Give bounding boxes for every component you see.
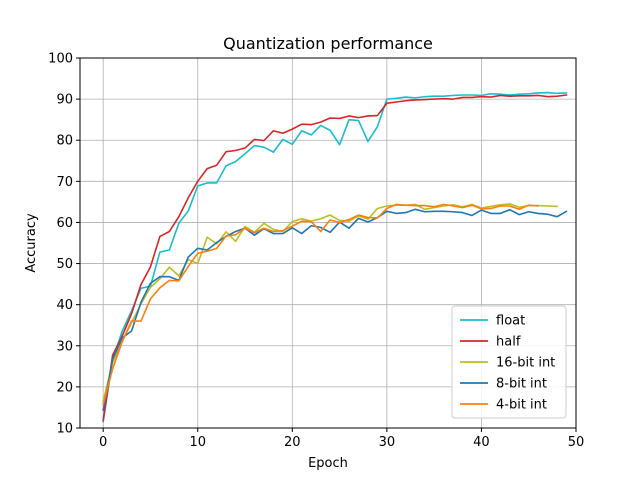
y-tick-label-100: 100 [48, 52, 73, 67]
legend-label-3: 8-bit int [496, 377, 547, 392]
x-tick-label-30: 30 [379, 435, 396, 450]
legend-box [451, 305, 567, 419]
legend: float half 16-bit int 8-bit int 4-bit int [451, 305, 567, 419]
y-tick-label-10: 10 [56, 422, 73, 437]
legend-label-1: half [496, 335, 521, 350]
series-line-4 [102, 203, 539, 406]
x-tick-label-0: 0 [99, 435, 107, 450]
x-tick-label-10: 10 [189, 435, 206, 450]
series-lines [102, 91, 568, 423]
y-tick-label-80: 80 [56, 134, 73, 149]
legend-label-0: float [496, 314, 525, 329]
chart-title: Quantization performance [223, 34, 433, 53]
y-tick-label-90: 90 [56, 93, 73, 108]
y-tick-label-60: 60 [56, 216, 73, 231]
y-tick-label-20: 20 [56, 380, 73, 395]
y-tick-label-30: 30 [56, 339, 73, 354]
legend-label-2: 16-bit int [496, 356, 555, 371]
x-tick-label-50: 50 [568, 435, 585, 450]
x-tick-label-20: 20 [284, 435, 301, 450]
y-tick-label-50: 50 [56, 257, 73, 272]
series-line-0 [102, 91, 568, 423]
x-tick-label-40: 40 [473, 435, 490, 450]
series-line-3 [102, 208, 568, 412]
axes-frame [79, 57, 577, 429]
legend-label-4: 4-bit int [496, 398, 547, 413]
y-tick-label-40: 40 [56, 298, 73, 313]
y-tick-label-70: 70 [56, 175, 73, 190]
y-axis-label: Accuracy [24, 213, 39, 273]
axes: 0 10 20 30 40 50 10 20 30 40 50 60 70 80 90 100 [48, 52, 584, 451]
series-line-1 [102, 94, 568, 422]
x-axis-label: Epoch [308, 456, 348, 471]
